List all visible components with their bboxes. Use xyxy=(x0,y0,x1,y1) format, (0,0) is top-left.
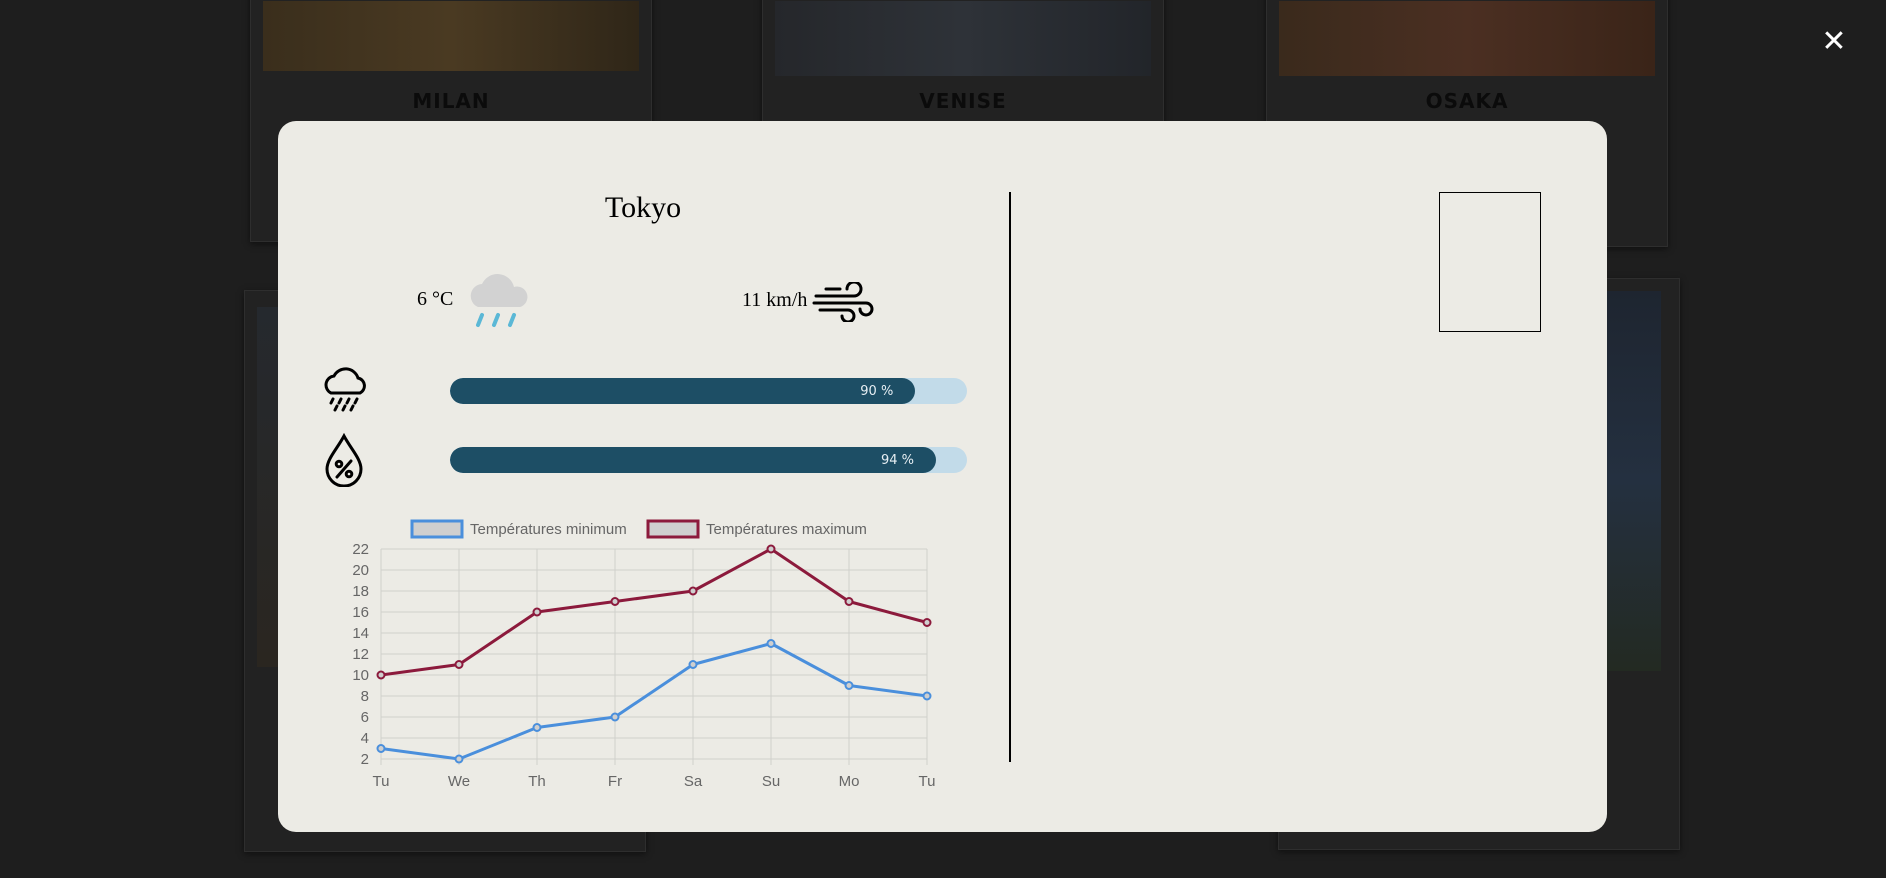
precipitation-bar: 90 % xyxy=(450,378,967,404)
legend-label: Températures minimum xyxy=(470,521,627,538)
stamp-box xyxy=(1439,192,1541,332)
humidity-drop-icon xyxy=(319,432,369,492)
temperature-value: 6 °C xyxy=(417,288,454,310)
x-tick-label: We xyxy=(448,773,470,790)
data-point xyxy=(454,660,464,669)
gallery-photo xyxy=(1279,1,1655,76)
y-tick-label: 16 xyxy=(352,604,369,621)
close-button[interactable]: ✕ xyxy=(1821,24,1847,59)
data-point xyxy=(922,618,932,627)
precipitation-bar-fill: 90 % xyxy=(450,378,916,404)
gallery-caption: OSAKA xyxy=(1425,89,1509,113)
y-tick-label: 22 xyxy=(352,541,369,558)
y-tick-label: 8 xyxy=(361,688,369,705)
city-title: Tokyo xyxy=(604,191,682,224)
legend-swatch xyxy=(646,519,700,539)
gallery-caption: VENISE xyxy=(919,89,1007,113)
data-point xyxy=(376,670,386,680)
humidity-bar-fill: 94 % xyxy=(450,447,936,473)
data-point xyxy=(376,744,386,753)
x-tick-label: Fr xyxy=(608,773,622,790)
series-line xyxy=(380,547,928,677)
x-tick-label: Tu xyxy=(919,773,936,790)
data-point xyxy=(766,639,776,648)
data-point xyxy=(688,586,698,596)
data-point xyxy=(532,607,542,617)
x-tick-label: Su xyxy=(762,773,780,790)
gallery-photo xyxy=(263,1,639,71)
rain-cloud-icon xyxy=(464,265,534,340)
legend-swatch xyxy=(410,519,464,539)
data-point xyxy=(610,597,620,606)
rain-icon xyxy=(319,363,369,418)
data-point xyxy=(688,660,698,669)
x-tick-label: Th xyxy=(528,773,546,790)
series-line xyxy=(380,642,928,761)
y-tick-label: 12 xyxy=(352,646,369,663)
data-point xyxy=(844,597,854,606)
humidity-value: 94 % xyxy=(880,453,914,468)
precipitation-value: 90 % xyxy=(860,384,894,399)
data-point xyxy=(454,754,464,764)
data-point xyxy=(844,681,854,690)
temperature-chart: 2 4 6 8 10 12 14 16 18 20 22 Tu We Th Fr Sa Su Mo Tu Tempér… xyxy=(352,519,936,790)
y-tick-label: 10 xyxy=(352,667,369,684)
y-tick-label: 4 xyxy=(361,730,369,747)
y-tick-label: 20 xyxy=(352,562,369,579)
weather-postcard-modal: Tokyo 6 °C 11 km/h xyxy=(278,121,1607,832)
humidity-bar: 94 % xyxy=(450,447,967,473)
y-tick-label: 18 xyxy=(352,583,369,600)
y-tick-label: 14 xyxy=(352,625,369,642)
legend-label: Températures maximum xyxy=(706,521,867,538)
wind-icon xyxy=(812,280,876,327)
gallery-caption: MILAN xyxy=(412,89,490,113)
x-tick-label: Tu xyxy=(373,773,390,790)
data-point xyxy=(766,544,776,554)
gallery-photo xyxy=(775,1,1151,76)
y-tick-label: 6 xyxy=(361,709,369,726)
postcard-divider xyxy=(1009,192,1011,762)
data-point xyxy=(532,723,542,732)
data-point xyxy=(610,712,620,722)
x-tick-label: Mo xyxy=(839,773,860,790)
y-tick-label: 2 xyxy=(361,751,369,768)
wind-speed-value: 11 km/h xyxy=(742,289,808,311)
x-tick-label: Sa xyxy=(684,773,703,790)
data-point xyxy=(922,691,932,701)
